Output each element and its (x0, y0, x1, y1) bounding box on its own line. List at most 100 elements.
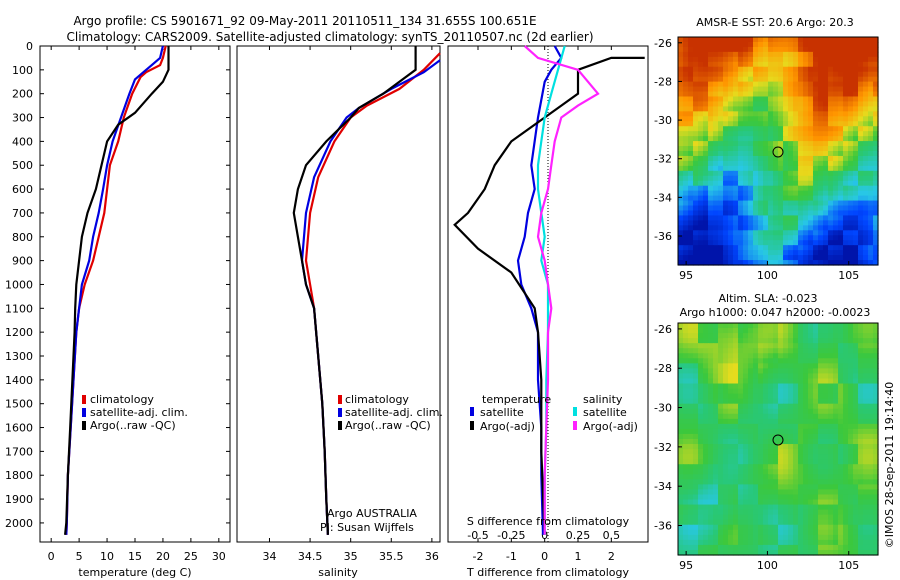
heatmap-cell (728, 190, 734, 197)
heatmap-cell (853, 328, 859, 334)
heatmap-cell (758, 328, 764, 334)
heatmap-cell (818, 348, 824, 354)
heatmap-cell (873, 215, 879, 221)
heatmap-cell (843, 428, 849, 435)
heatmap-cell (748, 170, 754, 177)
heatmap-cell (753, 101, 759, 107)
heatmap-cell (708, 529, 714, 536)
heatmap-cell (698, 215, 704, 221)
heatmap-cell (748, 91, 754, 98)
heatmap-cell (863, 165, 869, 172)
heatmap-cell (863, 413, 869, 420)
heatmap-cell (823, 46, 829, 53)
heatmap-cell (863, 519, 869, 526)
heatmap-cell (823, 484, 829, 491)
heatmap-cell (838, 544, 844, 551)
heatmap-cell (753, 358, 759, 364)
heatmap-cell (783, 423, 789, 430)
heatmap-cell (833, 141, 839, 147)
heatmap-cell (848, 504, 854, 511)
heatmap-cell (708, 353, 714, 359)
heatmap-cell (718, 136, 724, 142)
heatmap-cell (693, 200, 699, 207)
heatmap-cell (698, 499, 704, 506)
heatmap-cell (683, 101, 689, 107)
heatmap-cell (843, 539, 849, 546)
heatmap-cell (843, 245, 849, 251)
heatmap-cell (813, 494, 819, 501)
heatmap-cell (728, 185, 734, 192)
heatmap-cell (828, 539, 834, 546)
heatmap-cell (758, 146, 764, 152)
heatmap-cell (868, 524, 874, 531)
heatmap-cell (793, 220, 799, 226)
heatmap-cell (763, 106, 769, 112)
heatmap-cell (753, 116, 759, 122)
heatmap-cell (838, 464, 844, 470)
heatmap-cell (838, 449, 844, 455)
heatmap-cell (738, 418, 744, 425)
heatmap-cell (793, 338, 799, 344)
heatmap-cell (703, 136, 709, 142)
heatmap-cell (738, 348, 744, 354)
heatmap-cell (873, 76, 879, 83)
heatmap-cell (788, 529, 794, 536)
heatmap-cell (858, 353, 864, 359)
heatmap-cell (823, 121, 829, 127)
heatmap-cell (693, 37, 699, 43)
heatmap-cell (693, 165, 699, 172)
heatmap-cell (873, 205, 879, 212)
heatmap-cell (813, 413, 819, 420)
heatmap-cell (678, 529, 684, 536)
heatmap-cell (853, 383, 859, 390)
heatmap-cell (763, 469, 769, 475)
heatmap-cell (748, 86, 754, 93)
heatmap-cell (838, 116, 844, 122)
heatmap-cell (753, 190, 759, 197)
heatmap-cell (793, 195, 799, 202)
heatmap-cell (793, 106, 799, 112)
heatmap-cell (793, 91, 799, 98)
heatmap-cell (748, 175, 754, 182)
heatmap-cell (843, 494, 849, 501)
salinity-xlabel: salinity (318, 566, 358, 579)
heatmap-cell (828, 368, 834, 375)
heatmap-cell (758, 136, 764, 142)
heatmap-cell (828, 519, 834, 526)
heatmap-cell (708, 200, 714, 207)
heatmap-cell (863, 195, 869, 202)
heatmap-cell (873, 484, 879, 491)
heatmap-cell (863, 509, 869, 516)
heatmap-cell (808, 116, 814, 122)
heatmap-cell (678, 333, 684, 339)
heatmap-cell (733, 524, 739, 531)
heatmap-cell (828, 151, 834, 157)
heatmap-cell (693, 126, 699, 132)
heatmap-cell (873, 165, 879, 172)
heatmap-cell (773, 529, 779, 536)
heatmap-cell (853, 524, 859, 531)
heatmap-cell (678, 215, 684, 221)
heatmap-cell (843, 398, 849, 405)
heatmap-cell (713, 454, 719, 460)
heatmap-cell (858, 255, 864, 261)
heatmap-cell (733, 205, 739, 212)
heatmap-cell (853, 46, 859, 53)
heatmap-cell (768, 185, 774, 192)
heatmap-cell (743, 175, 749, 182)
heatmap-cell (743, 519, 749, 526)
heatmap-cell (773, 378, 779, 385)
heatmap-cell (718, 215, 724, 221)
x-tick-label: 20 (156, 550, 170, 563)
heatmap-cell (838, 439, 844, 445)
heatmap-cell (783, 170, 789, 177)
heatmap-cell (743, 549, 749, 556)
heatmap-cell (703, 449, 709, 455)
heatmap-cell (873, 348, 879, 354)
heatmap-cell (873, 343, 879, 349)
heatmap-cell (853, 358, 859, 364)
heatmap-cell (843, 81, 849, 88)
heatmap-cell (838, 76, 844, 83)
heatmap-cell (803, 56, 809, 63)
heatmap-cell (733, 41, 739, 48)
